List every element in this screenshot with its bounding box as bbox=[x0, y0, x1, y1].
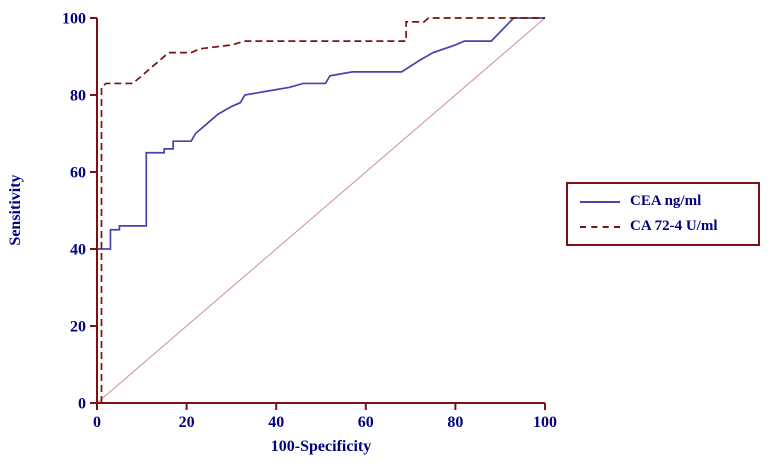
x-axis-label: 100-Specificity bbox=[270, 438, 372, 455]
x-tick-label: 100 bbox=[533, 414, 557, 431]
legend-label-ca724: CA 72-4 U/ml bbox=[630, 218, 718, 234]
y-tick-label: 80 bbox=[70, 88, 86, 105]
y-tick-label: 20 bbox=[70, 319, 86, 336]
cea-line-sample-icon bbox=[580, 200, 620, 203]
y-tick-label: 40 bbox=[70, 242, 86, 259]
y-tick-label: 0 bbox=[78, 396, 86, 413]
x-tick-label: 60 bbox=[358, 414, 374, 431]
x-tick-label: 0 bbox=[93, 414, 101, 431]
x-tick-label: 20 bbox=[179, 414, 195, 431]
y-tick-label: 60 bbox=[70, 165, 86, 182]
reference-diagonal-line bbox=[96, 17, 546, 404]
y-tick-label: 100 bbox=[62, 11, 86, 28]
x-tick-label: 80 bbox=[447, 414, 463, 431]
y-axis-label: Sensitivity bbox=[7, 174, 24, 246]
roc-curve-series-0 bbox=[97, 17, 545, 250]
legend-item-ca724: CA 72-4 U/ml bbox=[580, 218, 746, 235]
ca724-line-sample-icon bbox=[580, 225, 620, 228]
legend-label-cea: CEA ng/ml bbox=[630, 193, 702, 209]
legend-box: CEA ng/ml CA 72-4 U/ml bbox=[566, 182, 760, 246]
legend-item-cea: CEA ng/ml bbox=[580, 193, 746, 210]
x-tick-label: 40 bbox=[268, 414, 284, 431]
roc-curve-series-1 bbox=[100, 17, 545, 403]
